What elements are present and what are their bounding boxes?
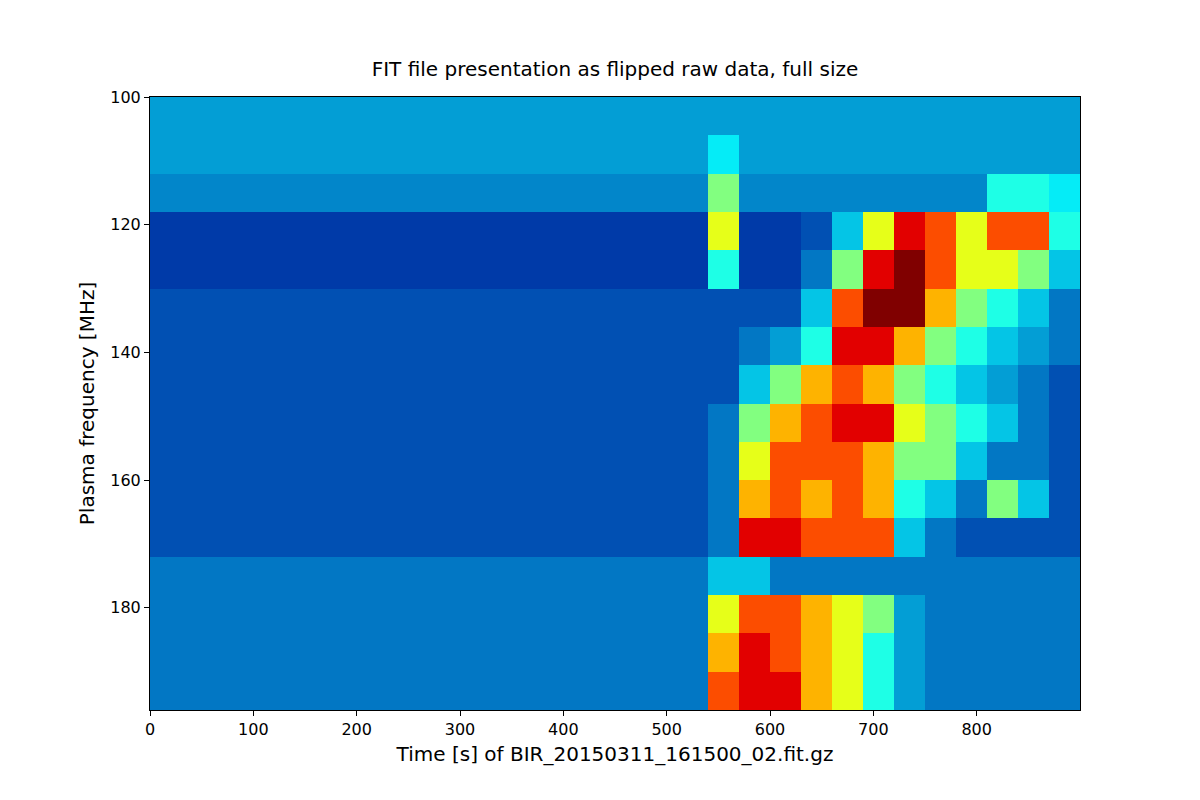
- svg-text:Plasma frequency [MHz]: Plasma frequency [MHz]: [75, 282, 99, 525]
- svg-text:FIT file presentation as flipp: FIT file presentation as flipped raw dat…: [372, 57, 859, 81]
- svg-text:800: 800: [961, 720, 992, 739]
- svg-text:400: 400: [548, 720, 579, 739]
- svg-text:180: 180: [110, 598, 141, 617]
- svg-text:200: 200: [341, 720, 372, 739]
- svg-text:700: 700: [858, 720, 889, 739]
- svg-text:140: 140: [110, 343, 141, 362]
- svg-text:100: 100: [238, 720, 269, 739]
- svg-text:0: 0: [145, 720, 155, 739]
- svg-text:Time [s] of BIR_20150311_16150: Time [s] of BIR_20150311_161500_02.fit.g…: [396, 742, 834, 766]
- svg-text:120: 120: [110, 215, 141, 234]
- svg-text:600: 600: [755, 720, 786, 739]
- svg-text:160: 160: [110, 471, 141, 490]
- svg-text:500: 500: [651, 720, 682, 739]
- svg-text:300: 300: [445, 720, 476, 739]
- svg-text:100: 100: [110, 88, 141, 107]
